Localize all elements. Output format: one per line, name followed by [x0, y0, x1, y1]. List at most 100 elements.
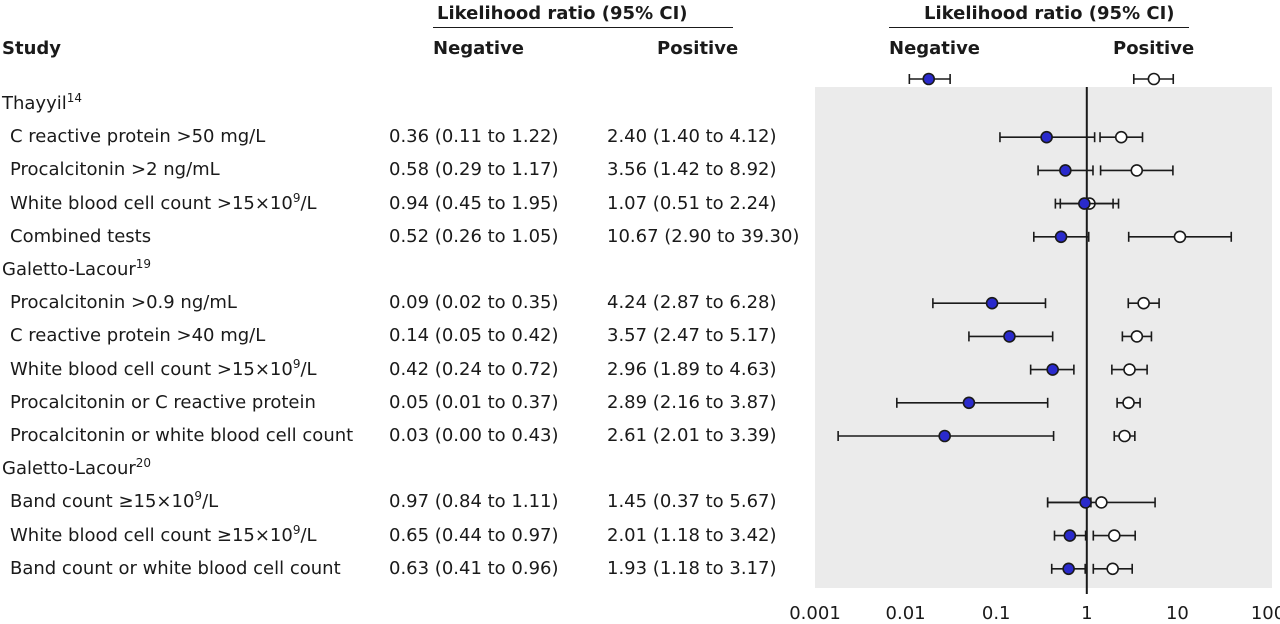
negative-lr-value: 0.65 (0.44 to 0.97): [389, 524, 559, 546]
positive-column-header: Positive: [657, 38, 739, 59]
negative-lr-value: 0.97 (0.84 to 1.11): [389, 491, 559, 513]
study-header: Study: [2, 38, 62, 59]
negative-point: [1032, 230, 1090, 244]
positive-point: [1092, 562, 1133, 576]
negative-estimate-marker: [938, 429, 951, 443]
plot-positive-header: Positive: [1113, 38, 1195, 59]
negative-estimate-marker: [1079, 496, 1092, 509]
test-label: White blood cell count ≥15×109/L: [10, 522, 317, 546]
positive-lr-value: 10.67 (2.90 to 39.30): [607, 225, 800, 247]
positive-point: [1113, 429, 1136, 443]
lr-group-header: Likelihood ratio (95% CI): [437, 3, 688, 24]
positive-point: [1121, 330, 1153, 343]
negative-point: [932, 296, 1047, 310]
x-tick-label: 0.001: [789, 603, 841, 624]
group-name: Galetto-Lacour: [2, 458, 136, 480]
negative-point: [1050, 562, 1086, 576]
test-label: White blood cell count >15×109/L: [10, 190, 317, 214]
positive-estimate-marker: [1130, 330, 1144, 343]
positive-lr-value: 2.89 (2.16 to 3.87): [607, 391, 777, 413]
test-label-unit: /L: [300, 524, 317, 546]
negative-estimate-marker: [985, 296, 999, 310]
positive-point: [1116, 396, 1141, 410]
positive-estimate-marker: [1106, 562, 1119, 576]
positive-lr-value: 2.01 (1.18 to 3.42): [607, 524, 777, 546]
test-label: C reactive protein >40 mg/L: [10, 325, 265, 346]
x-tick-label: 10: [1166, 603, 1189, 624]
test-label-text: Procalcitonin >0.9 ng/mL: [10, 292, 237, 314]
negative-point: [1053, 529, 1087, 542]
negative-estimate-marker: [1046, 363, 1059, 376]
positive-estimate-marker: [1095, 496, 1108, 509]
test-label-text: C reactive protein >40 mg/L: [10, 325, 266, 347]
plot-negative-header: Negative: [889, 38, 981, 59]
negative-point: [1029, 363, 1075, 376]
positive-point: [1099, 130, 1144, 144]
negative-point: [1046, 496, 1092, 509]
positive-estimate-marker: [1114, 130, 1128, 144]
plot-group-underline: [889, 27, 1189, 28]
test-label-text: Band count ≥15×10: [10, 491, 195, 513]
positive-lr-value: 1.93 (1.18 to 3.17): [607, 557, 777, 579]
legend-positive-point: [1132, 72, 1175, 86]
positive-lr-value: 3.57 (2.47 to 5.17): [607, 325, 777, 347]
group-name: Galetto-Lacour: [2, 259, 136, 280]
negative-point: [1054, 197, 1114, 210]
test-label: Combined tests: [10, 226, 151, 247]
negative-point: [1037, 164, 1094, 177]
negative-point: [999, 130, 1096, 144]
positive-estimate-marker: [1123, 363, 1136, 376]
test-label: Band count ≥15×109/L: [10, 489, 219, 513]
negative-lr-value: 0.05 (0.01 to 0.37): [389, 391, 559, 413]
test-label-unit: /L: [202, 491, 219, 513]
group-name: Thayyil: [2, 93, 67, 114]
plot-background: [815, 87, 1272, 588]
group-reference: 20: [135, 456, 152, 471]
test-label-text: Procalcitonin or C reactive protein: [10, 391, 316, 413]
test-label-text: White blood cell count ≥15×10: [10, 524, 293, 546]
test-label-superscript: 9: [292, 190, 301, 205]
test-label-text: White blood cell count >15×10: [10, 358, 293, 380]
positive-lr-value: 1.45 (0.37 to 5.67): [607, 491, 777, 513]
test-label-superscript: 9: [194, 489, 203, 504]
negative-lr-value: 0.36 (0.11 to 1.22): [389, 126, 559, 148]
test-label: Band count or white blood cell count: [10, 558, 341, 579]
test-label-unit: /L: [300, 358, 317, 380]
x-tick-label: 0.1: [982, 603, 1011, 624]
legend-negative-point: [908, 72, 951, 86]
group-label: Galetto-Lacour20: [2, 456, 152, 480]
group-reference: 14: [66, 91, 83, 105]
positive-estimate-marker: [1130, 164, 1144, 177]
x-tick-label: 1: [1081, 603, 1092, 624]
negative-estimate-marker: [1059, 164, 1072, 177]
group-reference: 19: [135, 257, 152, 271]
test-label-superscript: 9: [292, 356, 301, 371]
legend-positive-estimate-marker: [1147, 72, 1161, 86]
negative-lr-value: 0.42 (0.24 to 0.72): [389, 358, 559, 380]
group-label: Galetto-Lacour19: [2, 257, 152, 280]
test-label: White blood cell count >15×109/L: [10, 356, 317, 380]
negative-point: [968, 330, 1054, 343]
negative-point: [896, 396, 1049, 410]
positive-point: [1099, 164, 1174, 177]
negative-estimate-marker: [1040, 130, 1053, 144]
positive-point: [1127, 230, 1233, 244]
lr-group-underline: [433, 27, 733, 28]
test-label: Procalcitonin or C reactive protein: [10, 392, 316, 413]
test-label-superscript: 9: [292, 522, 301, 537]
positive-point: [1127, 296, 1160, 310]
negative-lr-value: 0.63 (0.41 to 0.96): [389, 557, 559, 579]
positive-lr-value: 1.07 (0.51 to 2.24): [607, 192, 777, 214]
negative-column-header: Negative: [433, 38, 525, 59]
positive-lr-value: 2.61 (2.01 to 3.39): [607, 425, 777, 446]
negative-lr-value: 0.14 (0.05 to 0.42): [389, 325, 559, 347]
test-label: Procalcitonin or white blood cell count: [10, 425, 353, 446]
test-label-text: Procalcitonin or white blood cell count: [10, 425, 354, 446]
positive-point: [1092, 529, 1136, 542]
negative-lr-value: 0.09 (0.02 to 0.35): [389, 292, 559, 314]
test-label-text: Procalcitonin >2 ng/mL: [10, 159, 220, 181]
positive-estimate-marker: [1118, 429, 1131, 443]
test-label-unit: /L: [300, 192, 317, 214]
negative-estimate-marker: [1054, 230, 1068, 244]
plot-group-header: Likelihood ratio (95% CI): [924, 3, 1175, 24]
